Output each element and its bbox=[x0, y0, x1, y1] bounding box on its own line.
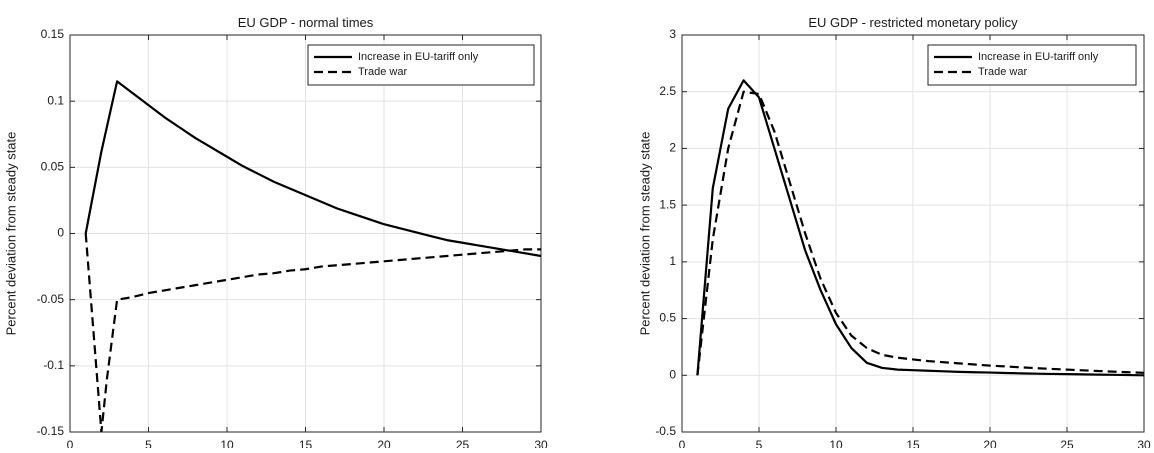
y-tick-label: 1.5 bbox=[659, 197, 676, 211]
y-tick-label: 0.5 bbox=[659, 311, 676, 325]
x-tick-label: 5 bbox=[145, 438, 152, 448]
x-tick-label: 15 bbox=[906, 438, 920, 448]
series-line-eu-tariff-only bbox=[84, 80, 541, 258]
y-tick-label: 0.05 bbox=[41, 160, 65, 174]
chart-title: EU GDP - restricted monetary policy bbox=[808, 15, 1018, 30]
chart-panel-1: 0 5 10 15 20 25 30 -0.15 -0.1 -0.05 0 0.05 0.1 0.15 EU… bbox=[3, 15, 548, 452]
legend-label: Trade war bbox=[978, 66, 1027, 78]
x-tick-label: 10 bbox=[829, 438, 843, 448]
x-tick-label: 25 bbox=[456, 438, 470, 448]
x-tick-label: 10 bbox=[220, 438, 234, 448]
x-tick-label: 30 bbox=[534, 438, 548, 448]
chart-title: EU GDP - normal times bbox=[238, 15, 374, 30]
series-line-trade-war bbox=[84, 233, 541, 432]
y-tick-label: 0 bbox=[669, 367, 676, 381]
legend-box bbox=[927, 44, 1137, 86]
x-tick-label: 30 bbox=[1137, 438, 1151, 448]
y-tick-label: 0 bbox=[57, 226, 64, 240]
x-tick-label: 25 bbox=[1060, 438, 1074, 448]
legend: Increase in EU-tariff only Trade war bbox=[927, 44, 1137, 86]
y-tick-label: -0.05 bbox=[37, 292, 65, 306]
y-tick-label: 2 bbox=[669, 141, 676, 155]
x-tick-label: 5 bbox=[756, 438, 763, 448]
y-tick-label: 3 bbox=[669, 27, 676, 41]
y-axis-label: Percent deviation from steady state bbox=[637, 132, 652, 336]
y-tick-label: -0.15 bbox=[37, 424, 65, 438]
y-tick-label: 2.5 bbox=[659, 84, 676, 98]
legend-label: Increase in EU-tariff only bbox=[978, 51, 1099, 63]
y-tick-label: 0.1 bbox=[47, 93, 64, 107]
legend: Increase in EU-tariff only Trade war bbox=[307, 44, 535, 86]
x-tick-label: 0 bbox=[679, 438, 686, 448]
x-tick-label: 0 bbox=[67, 438, 74, 448]
y-tick-label: -0.1 bbox=[43, 358, 64, 372]
x-tick-label: 15 bbox=[299, 438, 313, 448]
series-line-trade-war bbox=[696, 90, 1144, 376]
y-axis-label: Percent deviation from steady state bbox=[3, 132, 18, 336]
y-tick-label: -0.5 bbox=[655, 424, 676, 438]
y-tick-label: 1 bbox=[669, 254, 676, 268]
x-tick-label: 20 bbox=[983, 438, 997, 448]
legend-label: Increase in EU-tariff only bbox=[358, 51, 479, 63]
x-tick-label: 20 bbox=[377, 438, 391, 448]
legend-box bbox=[307, 44, 535, 86]
y-tick-label: 0.15 bbox=[41, 27, 65, 41]
legend-label: Trade war bbox=[358, 66, 407, 78]
series-line-eu-tariff-only bbox=[696, 79, 1144, 377]
